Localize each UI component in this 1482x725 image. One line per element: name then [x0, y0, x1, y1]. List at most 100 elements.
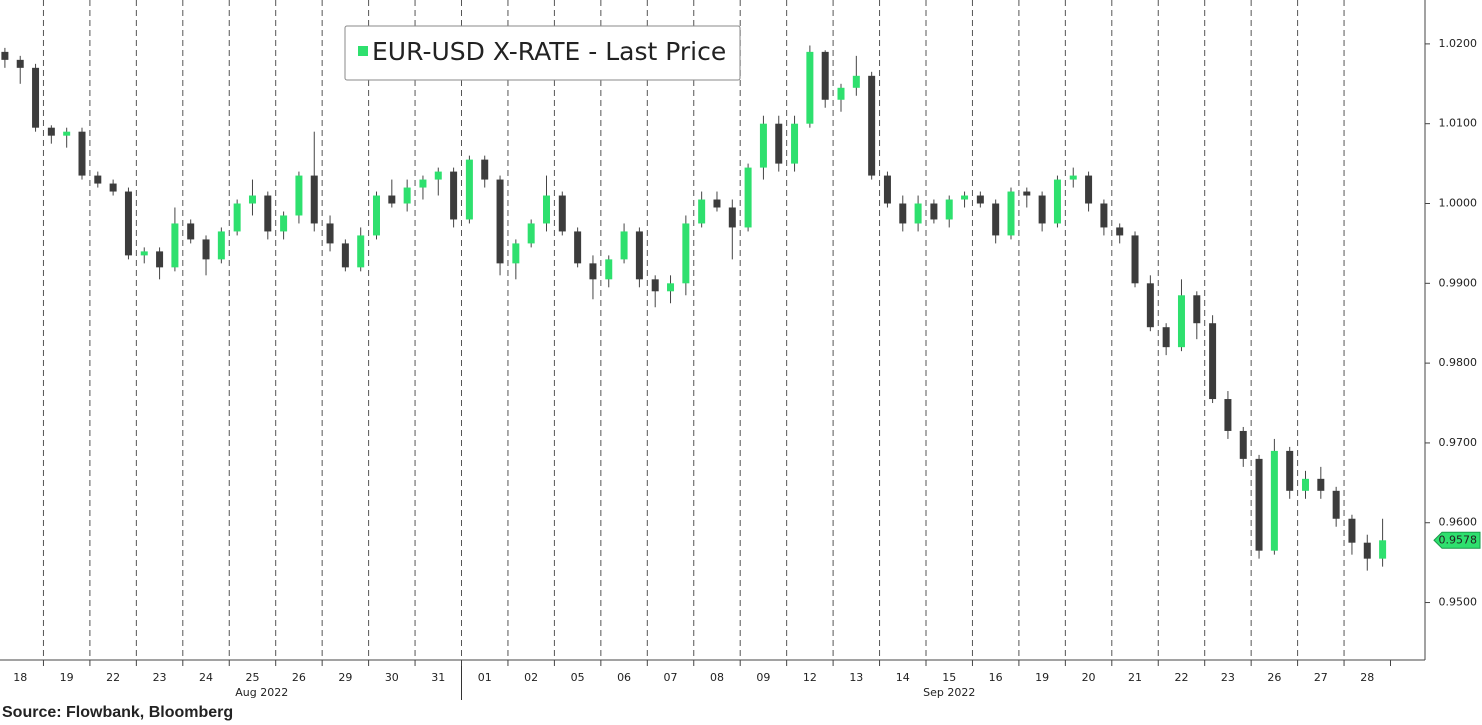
candle-body: [651, 279, 659, 292]
candle-body: [372, 195, 380, 236]
source: Source: Flowbank, Bloomberg: [2, 704, 233, 721]
candle-body: [434, 171, 442, 180]
candle-body: [140, 251, 148, 256]
x-tick-label: 31: [431, 671, 445, 684]
x-tick-label: 14: [896, 671, 910, 684]
candle-body: [280, 215, 288, 232]
candle-body: [47, 127, 55, 136]
x-tick-label: 07: [664, 671, 678, 684]
last-price-tag: [1433, 531, 1481, 549]
x-tick-label: 01: [478, 671, 492, 684]
x-tick-label: 25: [245, 671, 259, 684]
candle-body: [1209, 323, 1217, 400]
candle-body: [930, 203, 938, 220]
candle-body: [1085, 175, 1093, 204]
candle-body: [1162, 327, 1170, 348]
candle-body: [326, 223, 334, 244]
candle-body: [171, 223, 179, 268]
candle-body: [1023, 191, 1031, 196]
candle-body: [63, 131, 71, 136]
candle-body: [1053, 179, 1061, 224]
candle-body: [1239, 430, 1247, 459]
candle-body: [1379, 540, 1387, 559]
x-tick-label: 27: [1314, 671, 1328, 684]
candle-body: [1131, 235, 1139, 284]
candle-body: [914, 203, 922, 224]
candle-body: [1270, 450, 1278, 551]
candle-body: [667, 283, 675, 292]
candle-body: [388, 195, 396, 204]
candle-body: [1301, 478, 1309, 491]
candle-body: [791, 123, 799, 164]
x-tick-label: 15: [942, 671, 956, 684]
y-tick-label: 0.9500: [1439, 596, 1478, 609]
candle-body: [1177, 295, 1185, 348]
candle-body: [1286, 450, 1294, 491]
candle-body: [1363, 542, 1371, 559]
x-tick-label: 05: [571, 671, 585, 684]
y-tick-label: 0.9700: [1439, 436, 1478, 449]
legend-swatch: [358, 46, 368, 56]
x-tick-label: 13: [849, 671, 863, 684]
y-tick-label: 0.9800: [1439, 356, 1478, 369]
candle-body: [1038, 195, 1046, 224]
candle-body: [945, 199, 953, 220]
x-tick-label: 24: [199, 671, 213, 684]
candle-body: [78, 131, 86, 176]
x-tick-label: 16: [989, 671, 1003, 684]
candle-body: [976, 195, 984, 204]
candle-body: [775, 123, 783, 164]
candle-body: [310, 175, 318, 224]
candle-body: [450, 171, 458, 220]
candle-body: [698, 199, 706, 224]
candle-body: [543, 195, 551, 224]
candle-body: [682, 223, 690, 284]
candle-body: [605, 259, 613, 280]
candle-body: [403, 187, 411, 204]
legend-text: EUR-USD X-RATE - Last Price: [372, 37, 726, 66]
candle-body: [574, 231, 582, 264]
candle-body: [821, 51, 829, 100]
candle-body: [419, 179, 427, 188]
candle-body: [357, 235, 365, 268]
y-tick-label: 0.9600: [1439, 516, 1478, 529]
candle-body: [852, 75, 860, 88]
candle-body: [635, 231, 643, 280]
candle-body: [124, 191, 132, 256]
candle-body: [1255, 458, 1263, 551]
x-tick-label: 19: [1035, 671, 1049, 684]
x-tick-label: 18: [13, 671, 27, 684]
y-tick-label: 1.0100: [1439, 117, 1478, 130]
candle-body: [248, 195, 256, 204]
candle-body: [899, 203, 907, 224]
candle-body: [202, 239, 210, 260]
x-tick-label: 21: [1128, 671, 1142, 684]
x-tick-label: 22: [106, 671, 120, 684]
candle-body: [1069, 175, 1077, 180]
candle-body: [109, 183, 117, 192]
candle-body: [806, 51, 814, 124]
month-label: Sep 2022: [923, 686, 975, 699]
candle-body: [728, 207, 736, 228]
candle-body: [481, 159, 489, 180]
x-tick-label: 26: [292, 671, 306, 684]
candle-body: [233, 203, 241, 232]
candle-body: [1, 51, 9, 60]
x-tick-label: 06: [617, 671, 631, 684]
candle-body: [992, 203, 1000, 236]
candle-body: [16, 59, 24, 68]
candle-body: [961, 195, 969, 200]
candle-body: [94, 175, 102, 184]
candle-body: [589, 263, 597, 280]
candle-body: [1348, 518, 1356, 543]
candle-body: [1224, 399, 1232, 431]
x-tick-label: 09: [756, 671, 770, 684]
candle-body: [156, 251, 164, 268]
candle-body: [759, 123, 767, 168]
candle-body: [527, 223, 535, 244]
x-tick-label: 22: [1174, 671, 1188, 684]
x-tick-label: 20: [1082, 671, 1096, 684]
candle-body: [187, 223, 195, 240]
candle-body: [837, 87, 845, 100]
x-tick-label: 19: [60, 671, 74, 684]
